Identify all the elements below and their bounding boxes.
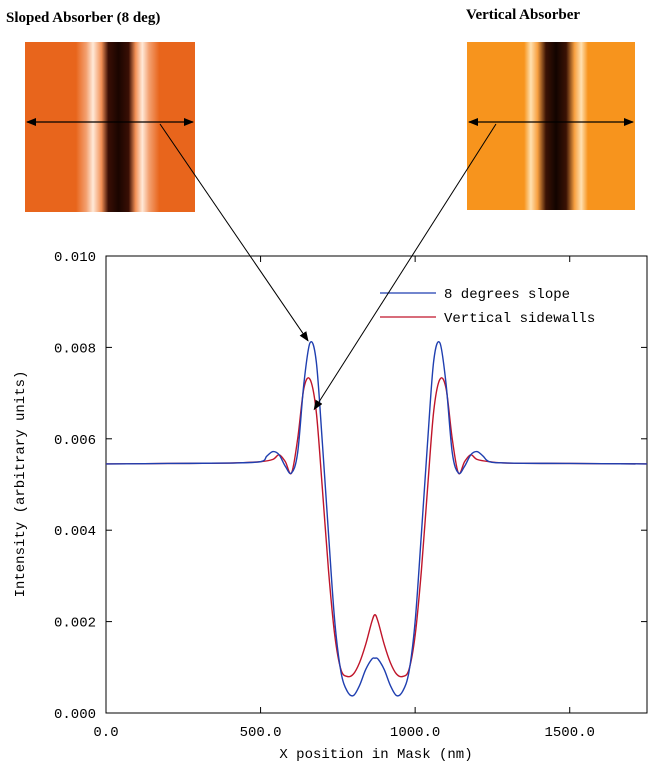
series-line-8-degrees-slope	[105, 341, 648, 697]
vertical-image-title: Vertical Absorber	[466, 7, 580, 23]
annotation-arrow	[313, 123, 497, 411]
x-tick-label: 0.0	[93, 725, 118, 741]
x-axis: 0.0 500.0 1000.0 1500.0	[93, 256, 595, 741]
y-tick-label: 0.010	[54, 250, 96, 266]
vertical-absorber-image	[467, 42, 635, 210]
x-tick-label: 500.0	[240, 725, 282, 741]
y-tick-label: 0.006	[54, 433, 96, 449]
y-tick-label: 0.008	[54, 341, 96, 357]
y-axis-label: Intensity (arbitrary units)	[13, 371, 29, 598]
series-line-vertical-sidewalls	[105, 377, 648, 678]
legend-label-vertical: Vertical sidewalls	[444, 311, 595, 327]
y-axis: 0.000 0.002 0.004 0.006 0.008 0.010	[54, 250, 647, 723]
plot-frame	[105, 255, 648, 714]
annotation-arrows	[159, 123, 497, 411]
x-axis-label: X position in Mask (nm)	[279, 747, 472, 763]
legend: 8 degrees slope Vertical sidewalls	[380, 287, 595, 327]
annotation-arrow	[159, 123, 309, 342]
legend-label-slope: 8 degrees slope	[444, 287, 570, 303]
series-group	[105, 341, 648, 697]
sloped-absorber-image	[25, 42, 195, 212]
x-tick-label: 1000.0	[390, 725, 440, 741]
y-tick-label: 0.000	[54, 707, 96, 723]
y-tick-label: 0.002	[54, 616, 96, 632]
x-tick-label: 1500.0	[545, 725, 595, 741]
intensity-chart: 0.0 500.0 1000.0 1500.0 0.0000.0020.0040.00…	[13, 250, 648, 763]
sloped-image-title: Sloped Absorber (8 deg)	[6, 10, 160, 26]
y-tick-label: 0.004	[54, 524, 96, 540]
